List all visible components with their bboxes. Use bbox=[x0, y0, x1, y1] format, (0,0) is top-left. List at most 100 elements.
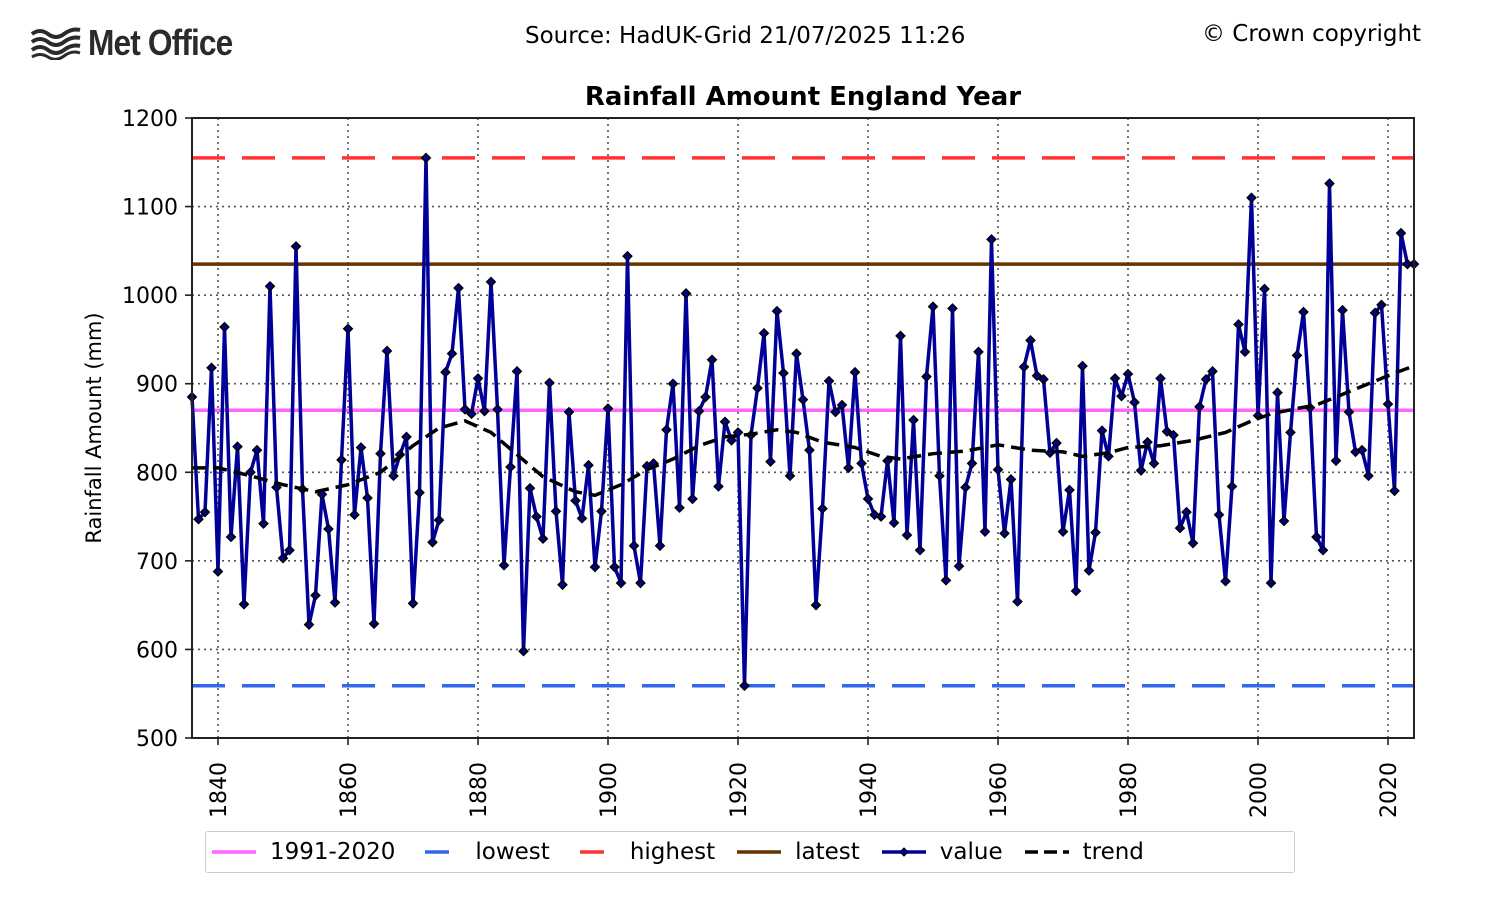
value-point bbox=[830, 406, 841, 418]
value-point bbox=[485, 276, 497, 288]
legend-swatch-lowest bbox=[425, 850, 450, 854]
value-point bbox=[1395, 227, 1407, 239]
value-point bbox=[654, 540, 666, 552]
value-point bbox=[862, 493, 874, 505]
value-point bbox=[810, 599, 822, 611]
value-point bbox=[1077, 360, 1088, 372]
value-point bbox=[1233, 319, 1244, 330]
value-point bbox=[778, 367, 789, 379]
value-point bbox=[563, 406, 575, 418]
value-point bbox=[823, 375, 835, 387]
value-point bbox=[1246, 192, 1257, 204]
value-point bbox=[914, 544, 926, 556]
value-point bbox=[1278, 515, 1290, 527]
legend-item-baseline: 1991-2020 bbox=[212, 839, 395, 865]
value-point bbox=[1012, 596, 1023, 607]
value-point bbox=[1181, 506, 1192, 518]
value-point bbox=[446, 348, 458, 359]
value-point bbox=[206, 362, 217, 374]
value-point bbox=[609, 561, 620, 573]
legend-swatch-latest bbox=[737, 850, 782, 854]
value-point bbox=[1220, 575, 1231, 587]
value-point bbox=[1239, 346, 1251, 358]
legend: 1991-2020 lowest highest latest value trend bbox=[205, 831, 1295, 873]
value-point bbox=[973, 346, 984, 358]
value-point bbox=[758, 327, 770, 339]
value-point bbox=[888, 517, 900, 529]
value-point bbox=[440, 366, 451, 378]
value-point bbox=[368, 618, 380, 630]
value-point bbox=[960, 482, 971, 493]
y-axis-label: Rainfall Amount (mm) bbox=[82, 312, 106, 543]
value-point bbox=[836, 399, 848, 411]
value-point bbox=[940, 575, 952, 586]
plot-frame bbox=[191, 117, 1415, 739]
value-point bbox=[661, 424, 672, 436]
value-point bbox=[765, 456, 776, 467]
legend-swatch-baseline bbox=[212, 850, 256, 854]
value-point bbox=[329, 597, 341, 608]
value-point bbox=[1272, 387, 1283, 398]
value-point bbox=[472, 373, 484, 384]
value-point bbox=[303, 619, 315, 630]
value-point bbox=[1259, 283, 1270, 295]
value-point bbox=[1168, 429, 1179, 441]
value-point bbox=[615, 577, 627, 589]
value-point bbox=[453, 282, 464, 294]
value-point bbox=[505, 461, 516, 473]
value-point bbox=[602, 403, 614, 414]
value-point bbox=[225, 531, 237, 543]
y-tick-label: 600 bbox=[136, 638, 178, 663]
value-point bbox=[1226, 481, 1238, 492]
value-point bbox=[466, 408, 477, 420]
value-point bbox=[1174, 522, 1186, 534]
value-point bbox=[1038, 373, 1049, 385]
value-point bbox=[583, 459, 594, 471]
value-point bbox=[277, 552, 289, 564]
value-point bbox=[251, 444, 263, 456]
legend-item-trend: trend bbox=[1024, 839, 1144, 865]
value-point bbox=[193, 513, 204, 525]
value-point bbox=[999, 528, 1010, 539]
value-point bbox=[290, 241, 302, 252]
value-point bbox=[1376, 299, 1387, 311]
value-point bbox=[667, 378, 679, 390]
value-point bbox=[966, 458, 978, 469]
value-point bbox=[420, 152, 432, 164]
value-point bbox=[492, 404, 503, 415]
value-point bbox=[1213, 509, 1225, 521]
value-point bbox=[927, 301, 939, 312]
value-point bbox=[1090, 527, 1101, 538]
value-point bbox=[1057, 526, 1069, 537]
value-point bbox=[856, 458, 867, 469]
value-point bbox=[557, 579, 568, 591]
value-point bbox=[979, 526, 991, 537]
x-tick-label: 1840 bbox=[207, 762, 232, 818]
x-tick-label: 1860 bbox=[337, 762, 362, 818]
legend-item-value: value bbox=[881, 839, 1003, 865]
value-point bbox=[238, 598, 250, 610]
value-point bbox=[1148, 458, 1160, 469]
copyright-label: © Crown copyright bbox=[1202, 21, 1422, 47]
x-tick-label: 1960 bbox=[987, 762, 1012, 818]
value-point bbox=[407, 598, 419, 609]
value-point bbox=[1311, 531, 1322, 543]
value-point bbox=[901, 529, 913, 541]
value-point bbox=[1129, 396, 1140, 408]
value-point bbox=[245, 466, 256, 478]
legend-item-lowest: lowest bbox=[417, 839, 550, 865]
value-point bbox=[1109, 373, 1121, 384]
value-point bbox=[1031, 370, 1043, 382]
value-point bbox=[739, 680, 750, 692]
value-point bbox=[284, 544, 295, 556]
value-point bbox=[1018, 361, 1030, 373]
value-point bbox=[1064, 484, 1075, 496]
logo-text: Met Office bbox=[88, 22, 233, 63]
value-point bbox=[875, 511, 887, 522]
legend-swatch-highest bbox=[579, 850, 604, 854]
value-point bbox=[849, 366, 861, 378]
value-point bbox=[1285, 427, 1296, 438]
value-point bbox=[693, 405, 705, 417]
y-tick-label: 900 bbox=[136, 373, 178, 398]
value-point bbox=[953, 560, 965, 572]
